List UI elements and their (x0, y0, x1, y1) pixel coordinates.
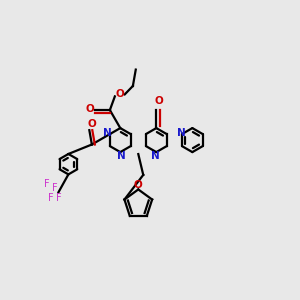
Text: F: F (52, 183, 57, 193)
Text: O: O (86, 104, 95, 114)
Text: O: O (134, 179, 143, 190)
Text: O: O (88, 119, 97, 129)
Text: N: N (177, 128, 185, 138)
Text: F: F (48, 193, 53, 203)
Text: F: F (56, 193, 61, 203)
Text: F: F (44, 179, 50, 189)
Text: N: N (117, 151, 126, 161)
Text: O: O (116, 89, 124, 99)
Text: N: N (151, 151, 160, 161)
Text: O: O (155, 96, 164, 106)
Text: N: N (103, 128, 111, 138)
